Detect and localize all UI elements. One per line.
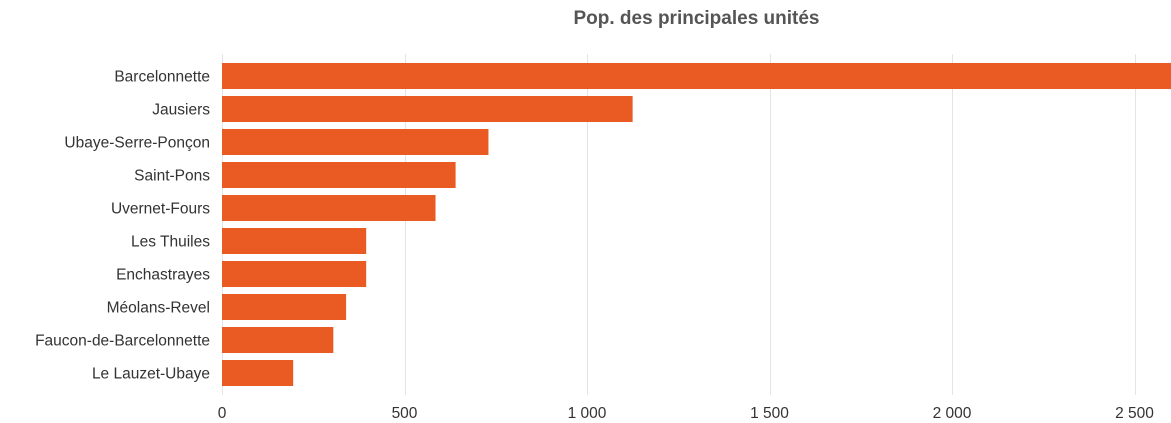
x-tick-label: 1 500 [750,405,789,422]
bar[interactable] [222,96,633,122]
bar[interactable] [222,294,347,320]
x-tick-label: 0 [218,405,227,422]
category-labels: Barcelonnette Jausiers Ubaye-Serre-Ponçon S… [35,69,210,383]
x-tick-label: 500 [392,405,418,422]
bar[interactable] [222,261,367,287]
bar[interactable] [222,360,294,386]
bar[interactable] [222,129,489,155]
x-tick-label: 1 000 [568,405,607,422]
bar[interactable] [222,195,436,221]
x-axis-tick-labels: 0 500 1 000 1 500 2 000 2 500 [218,405,1155,422]
category-label: Faucon-de-Barcelonnette [35,333,210,350]
bar[interactable] [222,228,367,254]
category-label: Enchastrayes [116,267,210,284]
bar[interactable] [222,63,1171,89]
category-label: Barcelonnette [114,69,210,86]
bar[interactable] [222,327,334,353]
category-label: Jausiers [152,102,210,119]
x-tick-label: 2 500 [1115,405,1154,422]
category-label: Saint-Pons [134,168,210,185]
bars [222,63,1171,386]
x-tick-label: 2 000 [933,405,972,422]
category-label: Les Thuiles [131,234,210,251]
chart-title: Pop. des principales unités [573,8,820,29]
category-label: Le Lauzet-Ubaye [92,366,210,383]
category-label: Méolans-Revel [107,300,210,317]
bar[interactable] [222,162,456,188]
category-label: Uvernet-Fours [111,201,210,218]
category-label: Ubaye-Serre-Ponçon [64,135,210,152]
